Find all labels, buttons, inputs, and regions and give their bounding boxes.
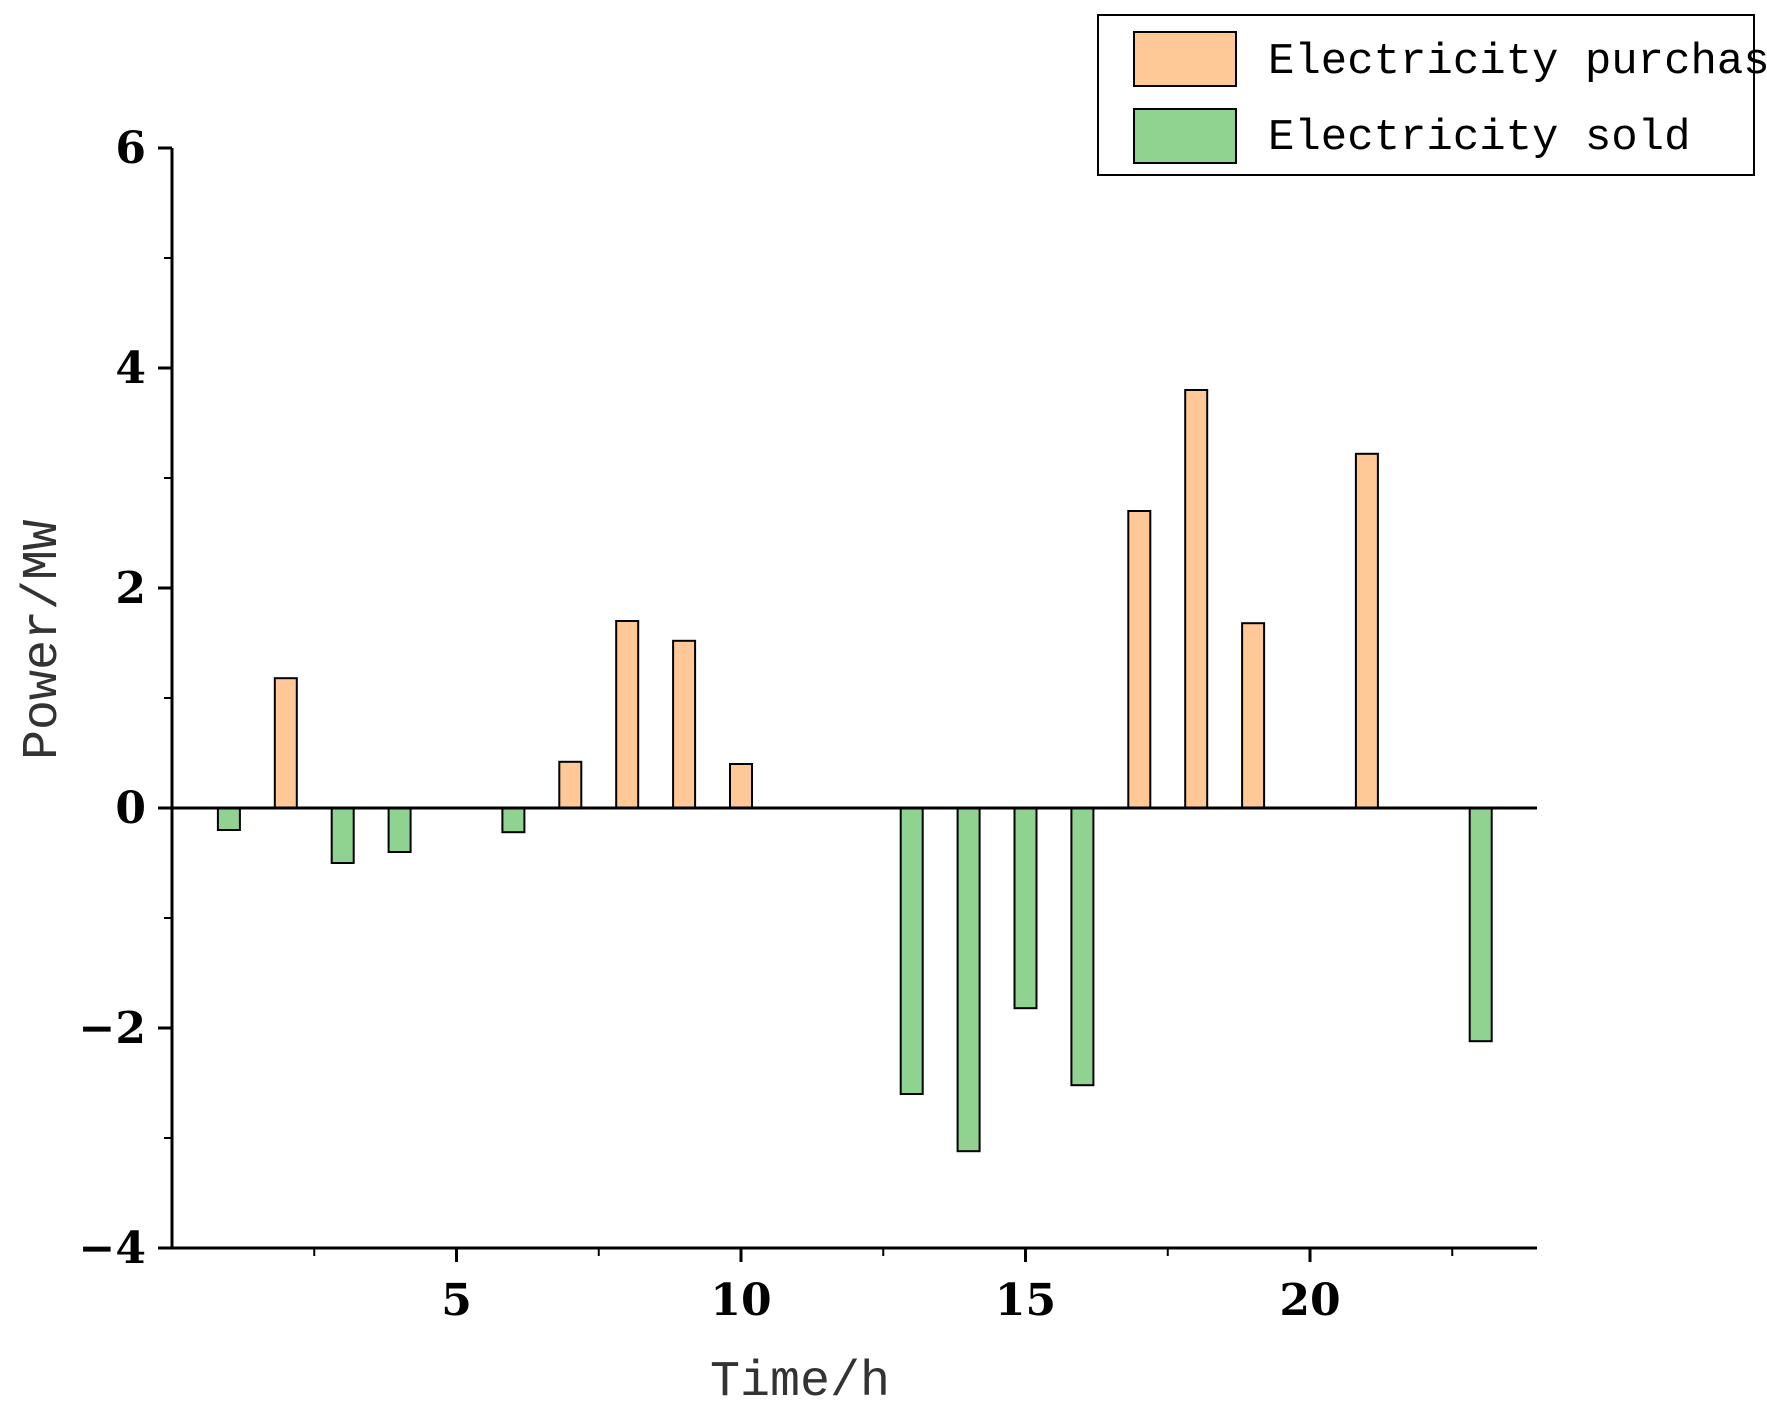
legend-swatch-purchased: [1133, 31, 1237, 87]
bar-purchased-h10: [729, 763, 753, 809]
axes: −4 −2 0 2 4 6 5 10 15 20: [79, 123, 1537, 1326]
x-tick-label: 5: [441, 1275, 472, 1326]
y-tick-label: −2: [79, 1003, 146, 1054]
y-tick-label: −4: [79, 1223, 146, 1274]
legend: Electricity purchased Electricity sold: [1097, 14, 1767, 176]
bar-purchased-h2: [273, 677, 298, 810]
bar-purchased-h21: [1354, 452, 1379, 809]
bar-sold-h3: [330, 807, 355, 864]
bar-sold-h15: [1013, 807, 1038, 1010]
bar-sold-h16: [1070, 807, 1095, 1087]
plot-area: [216, 389, 1493, 1153]
bar-sold-h14: [956, 807, 981, 1153]
y-tick-label: 2: [115, 563, 146, 614]
bar-sold-h23: [1468, 807, 1493, 1043]
x-tick-label: 20: [1279, 1275, 1340, 1326]
bar-purchased-h9: [672, 639, 697, 809]
legend-swatch-sold: [1133, 108, 1237, 164]
bar-sold-h13: [899, 807, 924, 1095]
y-tick-label: 4: [115, 343, 146, 394]
bar-purchased-h18: [1184, 389, 1209, 809]
bar-purchased-h7: [558, 760, 583, 809]
y-tick-label: 0: [115, 783, 146, 834]
bar-purchased-h8: [615, 620, 640, 809]
bar-sold-h6: [501, 807, 526, 834]
bar-sold-h4: [387, 807, 412, 853]
bar-purchased-h19: [1241, 622, 1266, 810]
y-axis-title: Power/MW: [15, 520, 72, 760]
legend-label-purchased: Electricity purchased: [1268, 37, 1767, 87]
bar-sold-h1: [216, 807, 241, 831]
x-axis-title: Time/h: [710, 1354, 890, 1411]
y-tick-label: 6: [115, 123, 146, 174]
bar-purchased-h17: [1127, 510, 1152, 809]
legend-label-sold: Electricity sold: [1268, 113, 1690, 163]
x-tick-label: 10: [710, 1275, 771, 1326]
x-tick-label: 15: [995, 1275, 1056, 1326]
